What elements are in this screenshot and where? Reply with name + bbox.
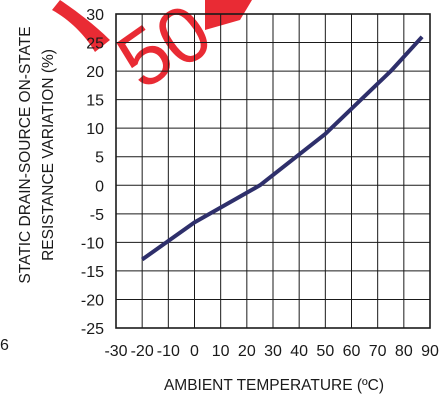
y-tick-label: 15	[86, 93, 104, 110]
x-tick-label: -20	[131, 343, 154, 360]
x-tick-label: -30	[104, 343, 127, 360]
y-tick-label: -5	[90, 207, 104, 224]
y-tick-label: -25	[81, 321, 104, 338]
y-tick-label: -10	[81, 235, 104, 252]
y-axis-ticks: 30 25 20 15 10 5 0 -5 -10 -15 -20 -25	[81, 7, 104, 338]
left-margin-fragment: 6	[0, 337, 9, 354]
y-tick-label: 5	[95, 150, 104, 167]
x-tick-label: 30	[264, 343, 282, 360]
plot-area	[115, 13, 431, 329]
y-tick-label: 0	[95, 178, 104, 195]
series-line	[141, 35, 424, 262]
x-tick-label: 40	[290, 343, 308, 360]
y-tick-label: 30	[86, 7, 104, 24]
y-tick-label: 10	[86, 121, 104, 138]
x-axis-title: AMBIENT TEMPERATURE (ºC)	[164, 377, 384, 394]
y-tick-label: 25	[86, 36, 104, 53]
x-tick-label: 50	[316, 343, 334, 360]
x-tick-label: 0	[190, 343, 199, 360]
y-tick-label: -20	[81, 292, 104, 309]
y-tick-label: -15	[81, 264, 104, 281]
grid	[116, 14, 430, 328]
x-tick-label: -10	[157, 343, 180, 360]
x-axis-ticks: -30 -20 -10 0 10 20 30 40 50 60 70 80 90	[104, 343, 439, 360]
x-tick-label: 60	[343, 343, 361, 360]
watermark: 5 0	[52, 0, 252, 106]
plot-frame	[115, 13, 431, 329]
x-tick-label: 70	[369, 343, 387, 360]
x-tick-label: 90	[421, 343, 439, 360]
x-tick-label: 80	[395, 343, 413, 360]
y-tick-label: 20	[86, 64, 104, 81]
y-axis-title-line1: STATIC DRAIN-SOURCE ON-STATE	[17, 26, 34, 283]
y-axis-title-line2: RESISTANCE VARIATION (%)	[40, 49, 57, 261]
x-tick-label: 20	[238, 343, 256, 360]
x-tick-label: 10	[212, 343, 230, 360]
